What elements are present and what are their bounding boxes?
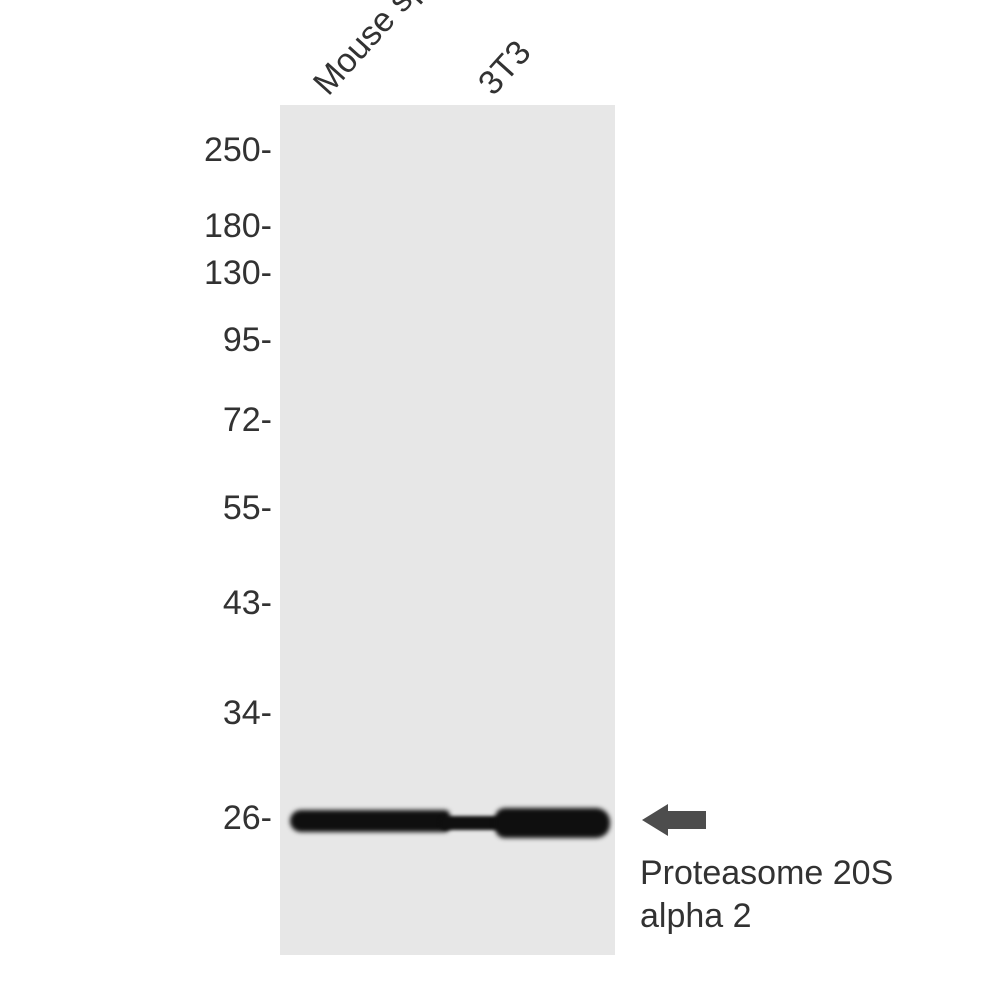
arrow-shaft (668, 811, 706, 829)
marker-value: 26 (223, 799, 261, 837)
marker-43: 43- (223, 584, 272, 623)
target-protein-label: Proteasome 20S alpha 2 (640, 852, 893, 937)
marker-72: 72- (223, 401, 272, 440)
marker-value: 250 (204, 131, 261, 169)
western-blot-figure: Mouse spleen 3T3 250- 180- 130- 95- 72- … (0, 0, 1000, 1000)
marker-26: 26- (223, 799, 272, 838)
marker-250: 250- (204, 131, 272, 170)
target-label-line1: Proteasome 20S (640, 854, 893, 892)
marker-value: 180 (204, 207, 261, 245)
marker-value: 95 (223, 321, 261, 359)
marker-value: 34 (223, 694, 261, 732)
arrow-head-icon (642, 804, 668, 836)
lane-label-1: Mouse spleen (306, 0, 477, 103)
target-arrow (642, 804, 706, 836)
marker-value: 72 (223, 401, 261, 439)
marker-130: 130- (204, 254, 272, 293)
marker-55: 55- (223, 489, 272, 528)
marker-value: 55 (223, 489, 261, 527)
band-lane2 (495, 808, 610, 838)
target-label-line2: alpha 2 (640, 897, 752, 935)
band-lane1 (290, 810, 450, 832)
marker-value: 43 (223, 584, 261, 622)
marker-34: 34- (223, 694, 272, 733)
lane-label-2: 3T3 (471, 33, 539, 103)
marker-180: 180- (204, 207, 272, 246)
marker-95: 95- (223, 321, 272, 360)
marker-value: 130 (204, 254, 261, 292)
